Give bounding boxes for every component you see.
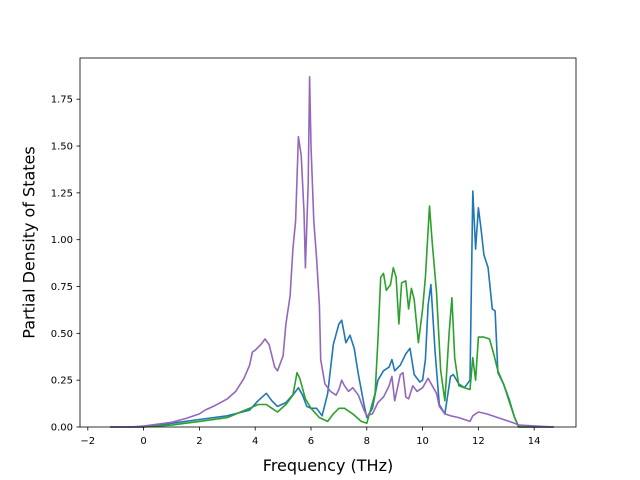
x-tick-label: 12 [472, 436, 485, 447]
x-axis: −2 0 2 4 6 8 10 12 14 [80, 427, 541, 447]
y-tick-label: 1.50 [51, 142, 73, 153]
plot-frame [79, 57, 577, 428]
y-axis-label: Partial Density of States [20, 146, 39, 338]
series-line-3 [110, 75, 554, 428]
y-axis: 0.00 0.25 0.50 0.75 1.00 1.25 1.50 1.75 [51, 95, 80, 434]
series-line-2 [110, 205, 554, 428]
x-tick-label: 6 [308, 436, 314, 447]
y-tick-label: 0.50 [51, 329, 73, 340]
x-tick-label: 0 [140, 436, 146, 447]
y-tick-label: 1.75 [51, 95, 73, 106]
x-tick-label: 10 [416, 436, 429, 447]
x-tick-label: 4 [252, 436, 258, 447]
x-tick-label: 2 [196, 436, 202, 447]
y-tick-label: 0.25 [51, 376, 73, 387]
x-axis-label: Frequency (THz) [263, 456, 393, 475]
series-layer [110, 75, 554, 428]
y-tick-label: 0.75 [51, 282, 73, 293]
y-tick-label: 1.00 [51, 235, 73, 246]
x-tick-label: 8 [364, 436, 370, 447]
y-tick-label: 1.25 [51, 188, 73, 199]
x-tick-label: −2 [80, 436, 95, 447]
y-tick-label: 0.00 [51, 423, 73, 434]
x-tick-label: 14 [528, 436, 541, 447]
